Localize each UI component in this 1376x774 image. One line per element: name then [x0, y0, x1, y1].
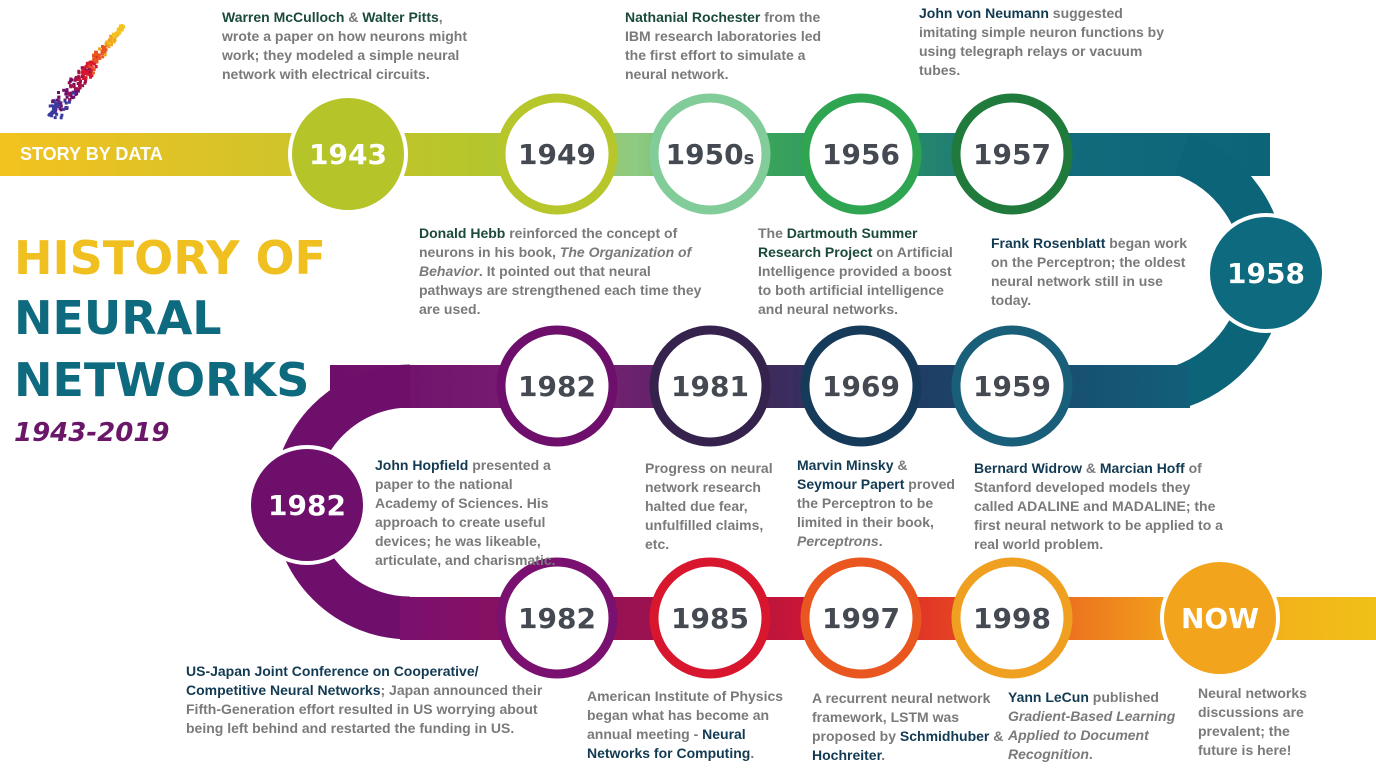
milestone-circle-13: 1997	[800, 557, 922, 679]
milestone-year-10: 1982	[268, 489, 346, 522]
event-1998-text: Yann LeCun published Gradient-Based Lear…	[1008, 689, 1176, 762]
milestone-circle-15: NOW	[1160, 558, 1280, 678]
milestone-year-15: NOW	[1181, 602, 1259, 635]
event-1957-text: John von Neumann suggested imitating sim…	[919, 5, 1165, 78]
title-line-1: HISTORY OF	[14, 231, 326, 285]
milestone-year-5: 1958	[1227, 257, 1305, 290]
event-1943-text: Warren McCulloch & Walter Pitts, wrote a…	[222, 9, 468, 82]
milestone-year-3: 1956	[822, 138, 900, 171]
milestone-year-0: 1943	[309, 138, 387, 171]
milestone-circle-9: 1982	[496, 325, 618, 447]
event-1997-text: A recurrent neural network framework, LS…	[812, 690, 1004, 763]
milestone-year-11: 1982	[518, 602, 596, 635]
milestone-circle-10: 1982	[247, 445, 367, 565]
event-1982-conference-text: US-Japan Joint Conference on Cooperative…	[186, 663, 543, 736]
milestone-circle-11: 1982	[496, 557, 618, 679]
title-line-3: NETWORKS	[14, 353, 310, 407]
milestone-year-13: 1997	[822, 602, 900, 635]
milestone-year-1: 1949	[518, 138, 596, 171]
milestone-circle-12: 1985	[649, 557, 771, 679]
title-line-2: NEURAL	[14, 291, 222, 345]
event-1950s-text: Nathanial Rochester from the IBM researc…	[625, 9, 822, 82]
milestone-year-14: 1998	[973, 602, 1051, 635]
milestone-circle-7: 1969	[800, 325, 922, 447]
milestone-circle-6: 1959	[951, 325, 1073, 447]
milestone-circle-3: 1956	[800, 93, 922, 215]
milestone-year-6: 1959	[973, 370, 1051, 403]
milestone-year-4: 1957	[973, 138, 1051, 171]
milestone-circle-8: 1981	[649, 325, 771, 447]
milestone-circle-0: 1943	[288, 94, 408, 214]
title-years: 1943-2019	[14, 418, 170, 448]
milestone-circle-14: 1998	[951, 557, 1073, 679]
event-now-text: Neural networks discussions are prevalen…	[1198, 685, 1307, 758]
event-1956-text: The Dartmouth Summer Research Project on…	[758, 225, 953, 317]
brand-label: STORY BY DATA	[20, 144, 163, 164]
event-1982-hopfield-text: John Hopfield presented a paper to the n…	[375, 457, 556, 568]
milestone-circle-4: 1957	[951, 93, 1073, 215]
milestone-year-2: 1950s	[666, 138, 755, 171]
milestone-year-9: 1982	[518, 370, 596, 403]
event-1981-text: Progress on neural network research halt…	[645, 460, 773, 552]
event-1985-text: American Institute of Physics began what…	[587, 688, 784, 761]
milestone-circle-2: 1950s	[649, 93, 771, 215]
milestone-year-8: 1981	[671, 370, 749, 403]
milestone-circle-1: 1949	[496, 93, 618, 215]
timeline-band-top	[0, 133, 1270, 176]
event-1959-text: Bernard Widrow & Marcian Hoff of Stanfor…	[974, 460, 1223, 552]
torch-logo	[46, 24, 125, 120]
milestone-circle-5: 1958	[1206, 213, 1326, 333]
event-1969-text: Marvin Minsky & Seymour Papert proved th…	[797, 457, 955, 549]
event-1949-text: Donald Hebb reinforced the concept of ne…	[419, 225, 702, 317]
milestone-year-7: 1969	[822, 370, 900, 403]
milestone-year-12: 1985	[671, 602, 749, 635]
event-1958-text: Frank Rosenblatt began work on the Perce…	[991, 235, 1188, 308]
